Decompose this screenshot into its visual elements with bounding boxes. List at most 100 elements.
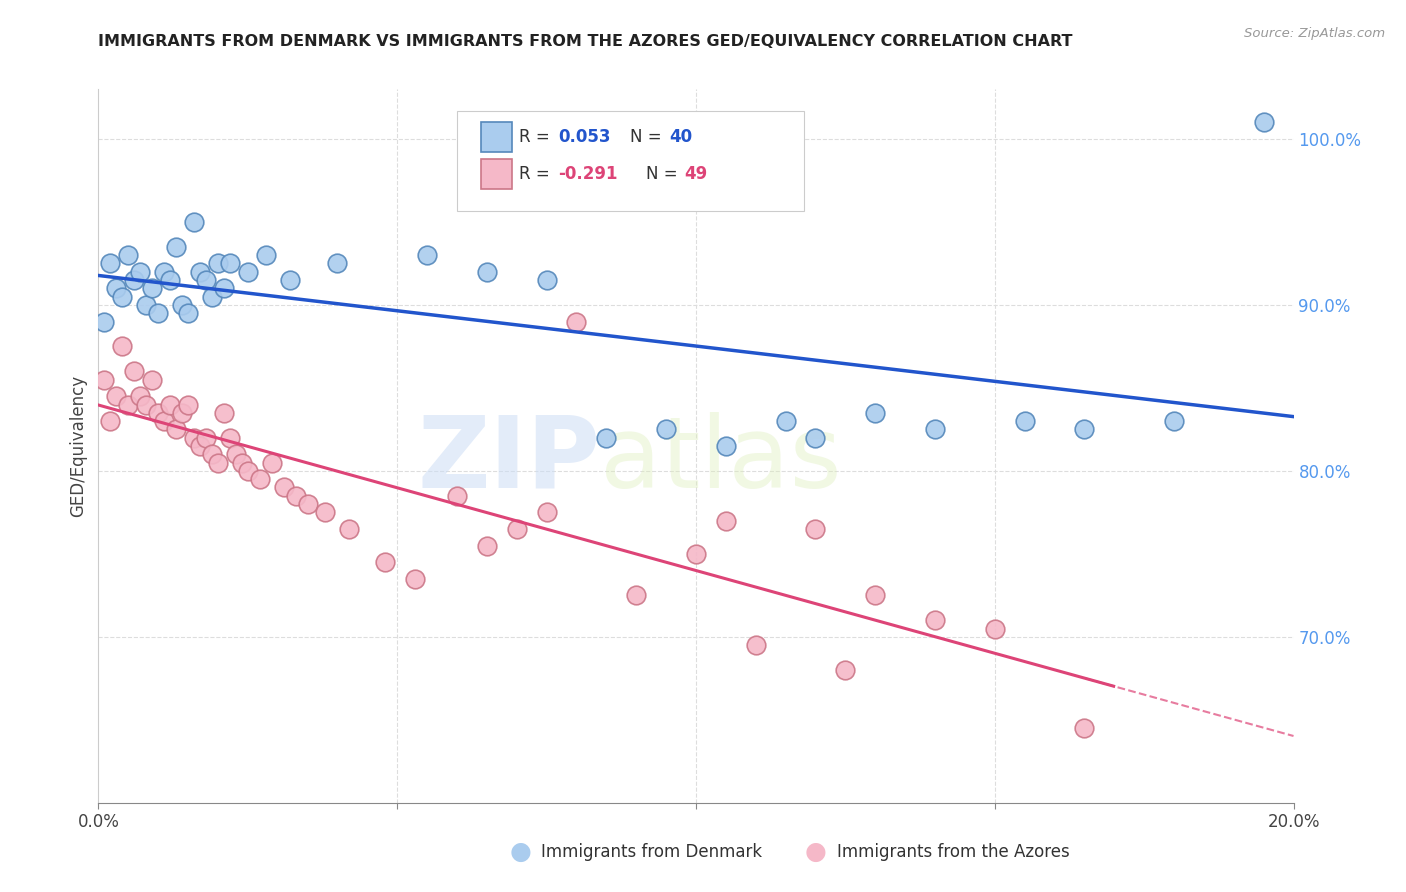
Point [984,622,1007,636]
Point [100,414,122,428]
Text: ●: ● [509,840,531,863]
Point [172,298,194,312]
Point [177,306,200,320]
FancyBboxPatch shape [481,160,512,189]
Point [111,339,134,353]
Point [195,273,218,287]
Point [714,439,737,453]
Point [100,256,122,270]
Text: N =: N = [630,128,666,145]
Point [111,290,134,304]
Point [924,613,946,627]
Point [314,505,337,519]
Point [745,638,768,652]
Point [475,539,498,553]
Point [446,489,468,503]
Point [297,497,319,511]
Point [416,248,439,262]
Y-axis label: GED/Equivalency: GED/Equivalency [69,375,87,517]
Point [1073,721,1095,735]
Point [177,397,200,411]
Point [236,265,259,279]
Point [685,547,707,561]
Point [714,514,737,528]
Text: 49: 49 [685,165,707,184]
Point [834,663,856,677]
Point [141,281,163,295]
Point [159,397,181,411]
Point [1014,414,1036,428]
Point [148,306,170,320]
Point [506,522,529,536]
Point [284,489,307,503]
Point [195,431,218,445]
Text: Immigrants from Denmark: Immigrants from Denmark [541,843,762,861]
Point [536,505,558,519]
Point [219,431,242,445]
Text: -0.291: -0.291 [558,165,619,184]
Point [93,373,115,387]
Point [93,314,115,328]
Point [165,422,187,436]
Text: R =: R = [519,165,555,184]
Point [225,447,247,461]
Text: IMMIGRANTS FROM DENMARK VS IMMIGRANTS FROM THE AZORES GED/EQUIVALENCY CORRELATIO: IMMIGRANTS FROM DENMARK VS IMMIGRANTS FR… [98,34,1073,49]
Text: N =: N = [645,165,683,184]
Point [153,265,176,279]
Point [172,406,194,420]
Point [339,522,360,536]
Point [231,456,253,470]
Point [148,406,170,420]
Point [124,364,146,378]
Point [924,422,946,436]
Point [278,273,301,287]
Point [404,572,426,586]
Point [129,389,152,403]
Point [159,273,181,287]
Point [165,240,187,254]
Point [626,588,648,602]
Point [260,456,283,470]
Point [595,431,617,445]
Point [565,314,588,328]
Text: ZIP: ZIP [418,412,600,508]
Point [141,373,163,387]
Point [236,464,259,478]
Point [124,273,146,287]
Point [475,265,498,279]
Point [135,397,157,411]
Point [655,422,678,436]
Point [153,414,176,428]
Text: R =: R = [519,128,555,145]
Text: Source: ZipAtlas.com: Source: ZipAtlas.com [1244,27,1385,40]
Point [1163,414,1185,428]
Point [183,431,205,445]
Point [117,397,139,411]
Point [207,456,229,470]
Point [135,298,157,312]
Point [273,481,295,495]
Point [804,431,827,445]
Point [1073,422,1095,436]
Point [1253,115,1275,129]
Point [207,256,229,270]
Point [254,248,277,262]
FancyBboxPatch shape [457,111,804,211]
Text: atlas: atlas [600,412,842,508]
Text: 40: 40 [669,128,693,145]
Point [249,472,271,486]
Point [775,414,797,428]
Point [188,265,211,279]
Point [201,447,224,461]
FancyBboxPatch shape [481,121,512,152]
Point [183,215,205,229]
Point [219,256,242,270]
Point [212,406,235,420]
Text: Immigrants from the Azores: Immigrants from the Azores [837,843,1070,861]
Point [129,265,152,279]
Point [105,281,128,295]
Point [374,555,396,569]
Point [863,588,887,602]
Point [188,439,211,453]
Point [105,389,128,403]
